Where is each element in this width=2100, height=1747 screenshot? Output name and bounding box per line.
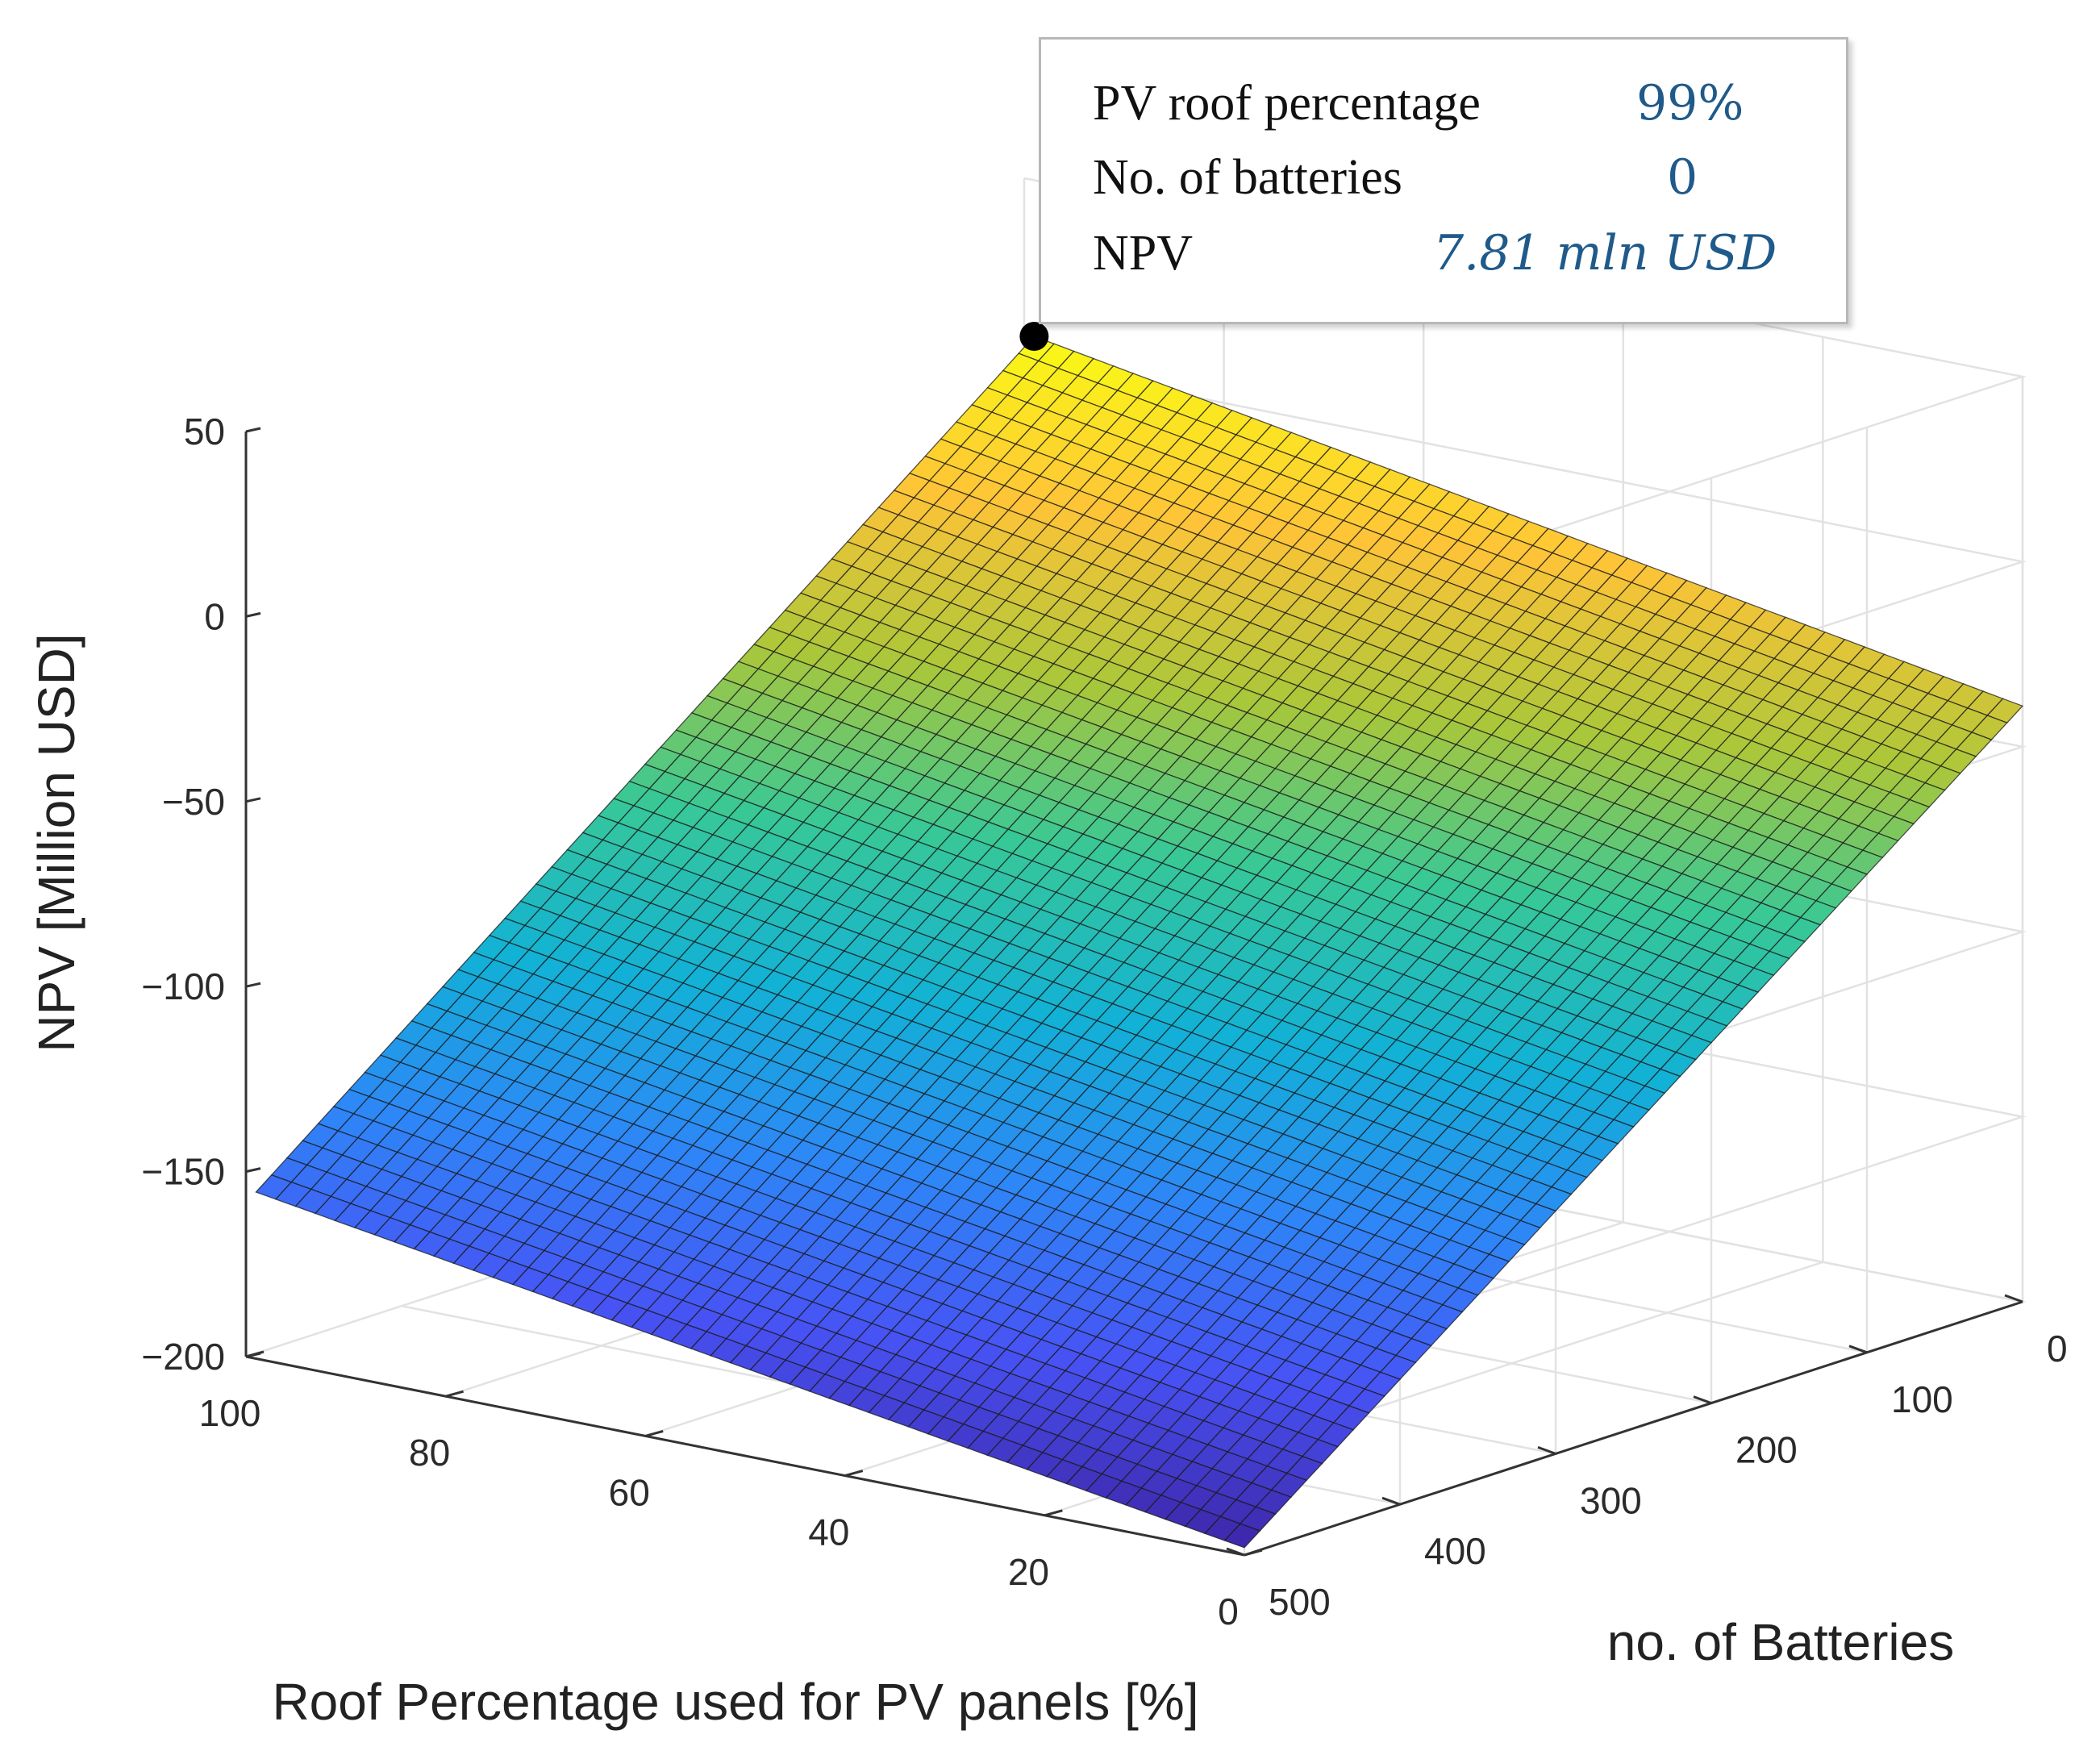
z-tick (245, 1167, 261, 1174)
x-tick-label: 0 (1218, 1591, 1239, 1632)
x-tick (245, 1350, 265, 1358)
z-tick-label: −150 (141, 1151, 225, 1193)
y-tick-label: 400 (1424, 1530, 1486, 1572)
datatip-value-npv: 7.81 mln USD (1433, 225, 1777, 281)
surface-patch (255, 1174, 293, 1200)
x-tick (1044, 1509, 1063, 1517)
x-axis-line (245, 1355, 1245, 1557)
z-tick (245, 797, 261, 803)
z-tick-label: −50 (162, 781, 225, 823)
y-axis-line (1244, 1300, 2023, 1557)
y-tick-label: 0 (2047, 1328, 2068, 1370)
z-tick-label: 0 (204, 595, 225, 637)
axes (244, 427, 2023, 1557)
x-tick (1244, 1549, 1263, 1557)
z-tick (245, 427, 261, 433)
y-tick-label: 200 (1735, 1429, 1798, 1471)
y-tick (1381, 1496, 1401, 1506)
x-tick-label: 60 (609, 1471, 650, 1513)
x-tick-label: 100 (199, 1392, 261, 1434)
z-tick-label: −200 (141, 1336, 225, 1378)
y-tick (2004, 1294, 2023, 1303)
x-tick-label: 80 (409, 1432, 450, 1474)
y-tick (1537, 1445, 1556, 1455)
x-tick (844, 1470, 864, 1478)
y-tick-label: 500 (1269, 1581, 1331, 1623)
tick-labels: 500−50−100−150−2000204060801000100200300… (141, 411, 2067, 1632)
datatip-value-roof: 99% (1636, 75, 1744, 131)
x-tick (644, 1429, 664, 1437)
y-tick (1848, 1345, 1868, 1354)
y-tick (1226, 1547, 1245, 1557)
z-tick-label: 50 (184, 411, 225, 452)
datatip-label-npv: NPV (1093, 226, 1194, 281)
y-axis-title: no. of Batteries (1607, 1613, 1954, 1671)
z-axis-title: NPV [Million USD] (27, 633, 85, 1052)
y-tick-label: 300 (1580, 1479, 1642, 1521)
z-tick (245, 611, 261, 618)
x-axis-title: Roof Percentage used for PV panels [%] (272, 1673, 1198, 1731)
z-tick (245, 982, 261, 988)
datatip-value-batteries: 0 (1667, 149, 1698, 206)
z-tick-label: −100 (141, 965, 225, 1007)
datatip-box[interactable]: PV roof percentage 99% No. of batteries … (1039, 37, 1848, 324)
datatip-marker[interactable] (1019, 322, 1049, 352)
x-tick-label: 40 (808, 1511, 849, 1553)
datatip-label-batteries: No. of batteries (1093, 150, 1402, 205)
y-tick (1693, 1395, 1712, 1405)
surface[interactable] (255, 336, 2024, 1549)
y-tick-label: 100 (1891, 1378, 1953, 1420)
x-tick (445, 1390, 464, 1398)
x-tick-label: 20 (1008, 1551, 1049, 1593)
datatip-label-roof: PV roof percentage (1093, 76, 1481, 131)
